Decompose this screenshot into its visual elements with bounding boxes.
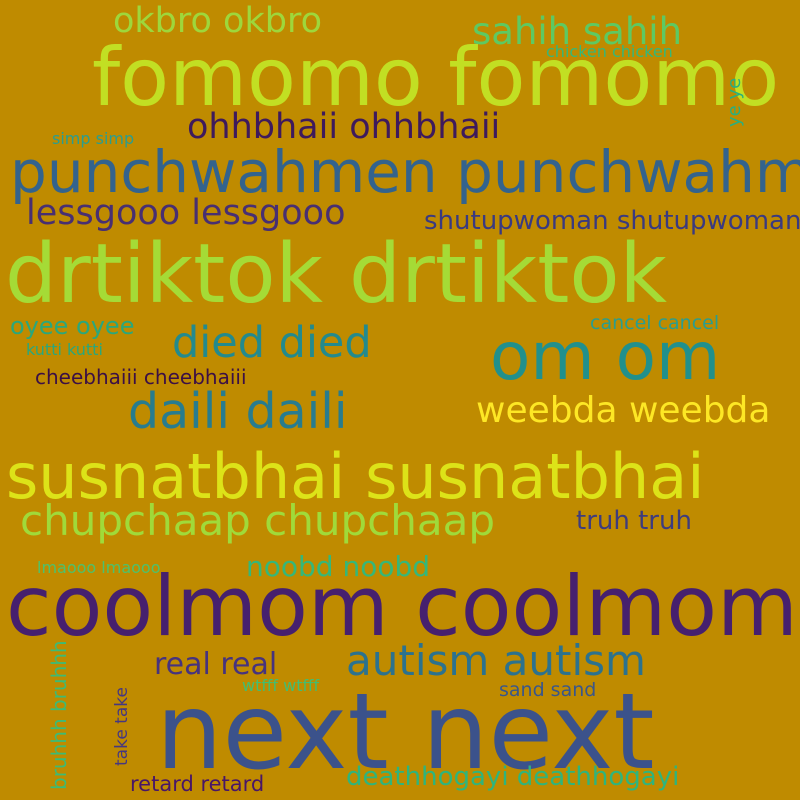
word-punchwahmen: punchwahmen punchwahmen: [10, 138, 800, 206]
word-sahih: sahih sahih: [472, 10, 683, 53]
word-daili: daili daili: [128, 383, 348, 440]
word-drtiktok: drtiktok drtiktok: [5, 227, 668, 322]
word-simp: simp simp: [52, 129, 135, 148]
word-lmaooo: lmaooo lmaooo: [37, 558, 161, 577]
word-lessgooo: lessgooo lessgooo: [26, 193, 346, 233]
word-susnatbhai: susnatbhai susnatbhai: [6, 440, 705, 513]
word-chupchaap: chupchaap chupchaap: [20, 496, 496, 545]
word-noobd: noobd noobd: [246, 550, 431, 583]
word-shutupwoman: shutupwoman shutupwoman: [424, 206, 800, 236]
word-om: om om: [490, 318, 721, 395]
word-oyee: oyee oyee: [10, 312, 135, 340]
word-fomomo: fomomo fomomo: [92, 31, 780, 124]
word-chicken: chicken chicken: [546, 42, 673, 61]
word-truh: truh truh: [576, 506, 692, 536]
word-weebda: weebda weebda: [476, 390, 771, 431]
word-real: real real: [154, 647, 278, 682]
word-autism: autism autism: [346, 636, 646, 685]
word-next: next next: [156, 671, 655, 793]
word-wtfff: wtfff wtfff: [242, 676, 320, 695]
word-retard: retard retard: [130, 772, 265, 796]
word-take: take take: [112, 687, 132, 766]
word-deathhogayi: deathhogayi deathhogayi: [346, 762, 680, 792]
word-sand: sand sand: [499, 679, 597, 701]
word-died: died died: [172, 318, 372, 368]
word-kutti: kutti kutti: [26, 340, 103, 359]
word-ohhbhaii: ohhbhaii ohhbhaii: [187, 107, 501, 147]
word-ye: ye ye: [724, 77, 745, 127]
word-okbro: okbro okbro: [113, 1, 322, 41]
word-cancel: cancel cancel: [590, 312, 720, 334]
word-cheebhaiii: cheebhaiii cheebhaiii: [35, 365, 247, 389]
word-coolmom: coolmom coolmom: [6, 558, 798, 655]
word-bruhhh: bruhhh bruhhh: [47, 640, 71, 790]
